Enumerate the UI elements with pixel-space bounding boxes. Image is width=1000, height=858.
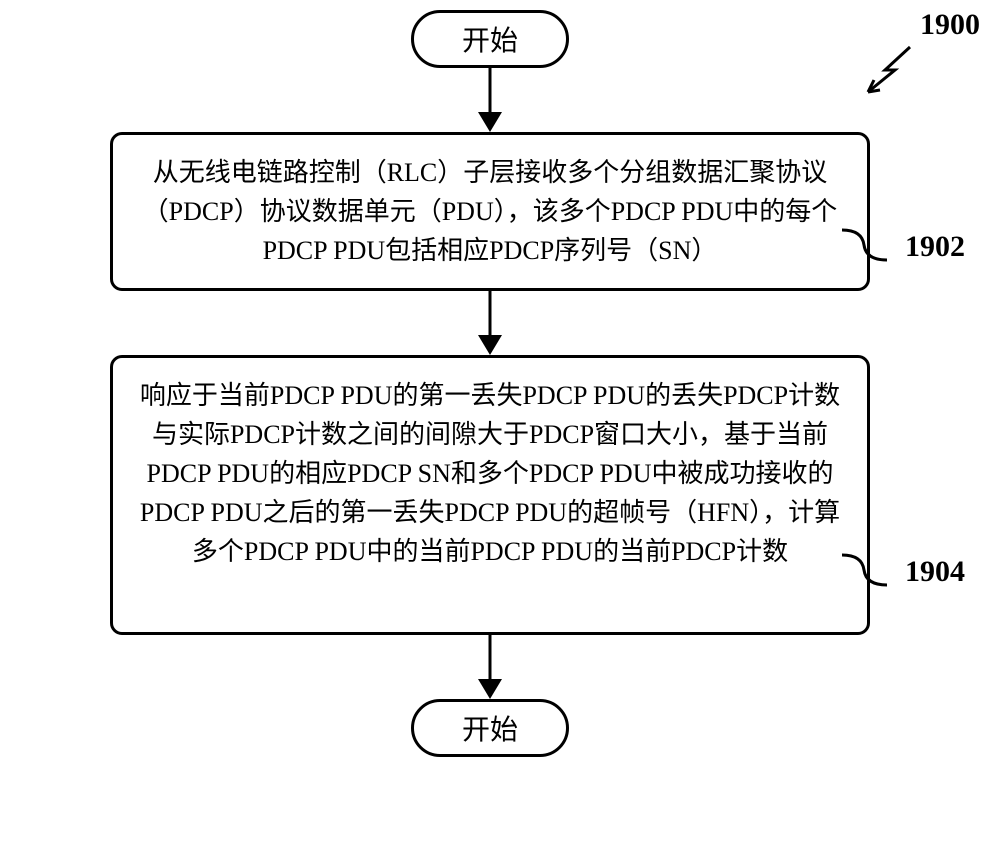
arrow-line xyxy=(489,291,492,339)
arrow-line xyxy=(489,635,492,683)
step-ref-1902: 1902 xyxy=(905,230,965,264)
ref-curve-icon xyxy=(842,225,892,265)
process-2-text: 响应于当前PDCP PDU的第一丢失PDCP PDU的丢失PDCP计数与实际PD… xyxy=(140,381,840,566)
end-label: 开始 xyxy=(462,715,518,746)
process-step-2: 响应于当前PDCP PDU的第一丢失PDCP PDU的丢失PDCP计数与实际PD… xyxy=(110,355,870,635)
start-terminal: 开始 xyxy=(411,10,569,68)
arrow-head xyxy=(478,679,502,699)
ref-arrow-icon xyxy=(850,42,920,102)
process-1-text: 从无线电链路控制（RLC）子层接收多个分组数据汇聚协议（PDCP）协议数据单元（… xyxy=(143,158,838,265)
process-step-1: 从无线电链路控制（RLC）子层接收多个分组数据汇聚协议（PDCP）协议数据单元（… xyxy=(110,132,870,291)
arrow-line xyxy=(489,68,492,116)
arrow-3 xyxy=(470,635,510,699)
arrow-2 xyxy=(470,291,510,355)
figure-ref-1900: 1900 xyxy=(920,8,980,42)
step-ref-1904: 1904 xyxy=(905,555,965,589)
arrow-head xyxy=(478,335,502,355)
arrow-1 xyxy=(470,68,510,132)
arrow-head xyxy=(478,112,502,132)
end-terminal: 开始 xyxy=(411,699,569,757)
flowchart-container: 开始 从无线电链路控制（RLC）子层接收多个分组数据汇聚协议（PDCP）协议数据… xyxy=(80,10,900,757)
start-label: 开始 xyxy=(462,26,518,57)
ref-curve-icon xyxy=(842,550,892,590)
